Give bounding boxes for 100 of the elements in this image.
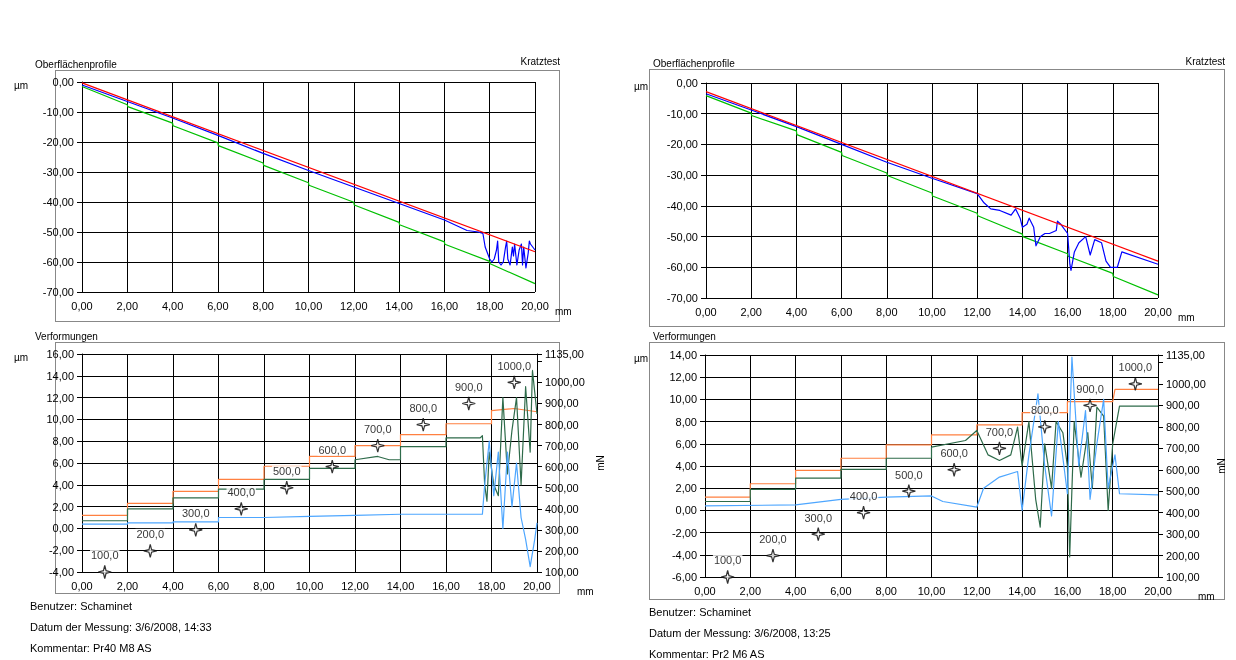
data-label: 1000,0: [1118, 361, 1153, 374]
x-tick-label: 6,00: [207, 299, 229, 312]
y2-tick-label: 700,00: [1166, 442, 1200, 455]
x-tick-label: 2,00: [740, 305, 762, 318]
y-tick-label: -40,00: [42, 196, 74, 208]
y-tick-label: -10,00: [42, 106, 74, 118]
y-tick-label: 8,00: [675, 415, 697, 428]
y2-axis-title: mN: [1216, 458, 1228, 474]
x-tick-label: 14,00: [1008, 584, 1036, 597]
data-label: 200,0: [136, 528, 165, 541]
text: Benutzer: Schaminet: [649, 605, 752, 618]
y2-axis-title: mN: [595, 455, 607, 471]
y2-tick-label: 700,00: [545, 439, 579, 452]
text: Kommentar: Pr40 M8 AS: [30, 641, 152, 654]
x-tick-label: 2,00: [116, 299, 139, 312]
point: [188, 522, 203, 537]
chart-title: Verformungen: [35, 330, 98, 342]
y-tick-label: -40,00: [666, 199, 698, 212]
text: Datum der Messung: 3/6/2008, 13:25: [649, 626, 831, 639]
y-tick-label: 8,00: [52, 435, 74, 448]
point: [811, 527, 826, 542]
x-tick-label: 12,00: [963, 305, 991, 318]
point: [234, 501, 249, 516]
y2-tick-label: 100,00: [1166, 571, 1200, 583]
y-tick-label: 0,00: [52, 76, 74, 88]
data-label: 500,0: [272, 465, 301, 478]
y-tick-label: 12,00: [46, 391, 74, 404]
y2-tick-label: 400,00: [1166, 506, 1200, 519]
x-tick-label: 20,00: [521, 299, 549, 312]
x-tick-label: 6,00: [207, 579, 230, 592]
y-tick-label: 14,00: [669, 349, 697, 361]
x-tick-label: 8,00: [875, 584, 897, 597]
point: [461, 396, 476, 411]
x-tick-label: 20,00: [1144, 305, 1172, 318]
text: Kommentar: Pr2 M6 AS: [649, 647, 765, 660]
x-tick-label: 18,00: [475, 299, 504, 312]
data-label: 1000,0: [497, 359, 532, 372]
y2-tick-label: 300,00: [545, 523, 579, 536]
y2-tick-label: 800,00: [1166, 420, 1200, 433]
x-tick-label: 10,00: [918, 305, 946, 318]
point: [1128, 376, 1143, 392]
y2-tick-label: 800,00: [545, 418, 579, 431]
y-tick-label: -2,00: [671, 526, 697, 539]
x-tick-label: 8,00: [876, 305, 898, 318]
x-tick-label: 6,00: [830, 305, 853, 318]
y-tick-label: 0,00: [676, 77, 698, 89]
x-tick-label: 20,00: [1144, 584, 1172, 597]
x-tick-label: 20,00: [523, 579, 551, 592]
y2-tick-label: 100,00: [545, 566, 579, 578]
y-tick-label: -20,00: [666, 138, 698, 151]
y-tick-label: -6,00: [671, 571, 697, 583]
y2-tick-label: 900,00: [545, 397, 579, 410]
point: [720, 569, 735, 585]
x-tick-label: 4,00: [161, 299, 184, 312]
point: [1037, 419, 1052, 434]
point: [901, 484, 916, 499]
x-tick-label: 0,00: [695, 305, 717, 318]
x-axis-title: mm: [1178, 311, 1195, 323]
y-tick-label: 0,00: [675, 504, 697, 517]
point: [947, 462, 962, 477]
y-tick-label: 4,00: [52, 478, 74, 491]
y2-tick-label: 400,00: [545, 502, 579, 515]
x-tick-label: 4,00: [785, 305, 808, 318]
data-label: 700,0: [363, 423, 392, 436]
y-tick-label: -50,00: [42, 226, 74, 238]
y-tick-label: 12,00: [669, 371, 697, 384]
data-label: 800,0: [409, 401, 438, 414]
y-axis-title: µm: [633, 352, 648, 364]
text: Kratztest: [520, 55, 561, 67]
x-tick-label: 12,00: [963, 584, 991, 597]
y2-tick-label: 600,00: [545, 460, 579, 473]
y-axis-title: µm: [13, 351, 28, 363]
y-tick-label: -30,00: [666, 169, 698, 182]
data-label: 700,0: [985, 425, 1014, 438]
x-tick-label: 16,00: [1053, 584, 1082, 597]
data-label: 400,0: [849, 490, 878, 503]
x-axis-title: mm: [555, 305, 572, 317]
y2-tick-label: 1135,00: [545, 348, 584, 360]
x-axis-title: mm: [1198, 590, 1215, 602]
point: [765, 548, 781, 563]
y-tick-label: 16,00: [46, 348, 74, 360]
x-tick-label: 0,00: [71, 299, 93, 312]
x-tick-label: 18,00: [477, 579, 506, 592]
y-tick-label: -2,00: [48, 544, 74, 557]
y2-tick-label: 1000,00: [1166, 377, 1206, 390]
text: Benutzer: Schaminet: [30, 599, 133, 612]
text: Datum der Messung: 3/6/2008, 14:33: [30, 620, 212, 633]
y2-tick-label: 1135,00: [1166, 349, 1205, 361]
x-tick-label: 16,00: [430, 299, 459, 312]
x-tick-label: 12,00: [340, 299, 368, 312]
x-tick-label: 14,00: [386, 579, 415, 592]
y-tick-label: -70,00: [666, 292, 698, 304]
data-label: 900,0: [1076, 382, 1104, 395]
y-tick-label: 10,00: [669, 393, 697, 406]
y2-tick-label: 200,00: [1166, 549, 1200, 562]
y-axis-title: µm: [13, 79, 28, 91]
x-tick-label: 4,00: [784, 584, 807, 597]
text: Kratztest: [1185, 55, 1226, 67]
point: [992, 441, 1007, 456]
x-axis-title: mm: [577, 585, 594, 597]
